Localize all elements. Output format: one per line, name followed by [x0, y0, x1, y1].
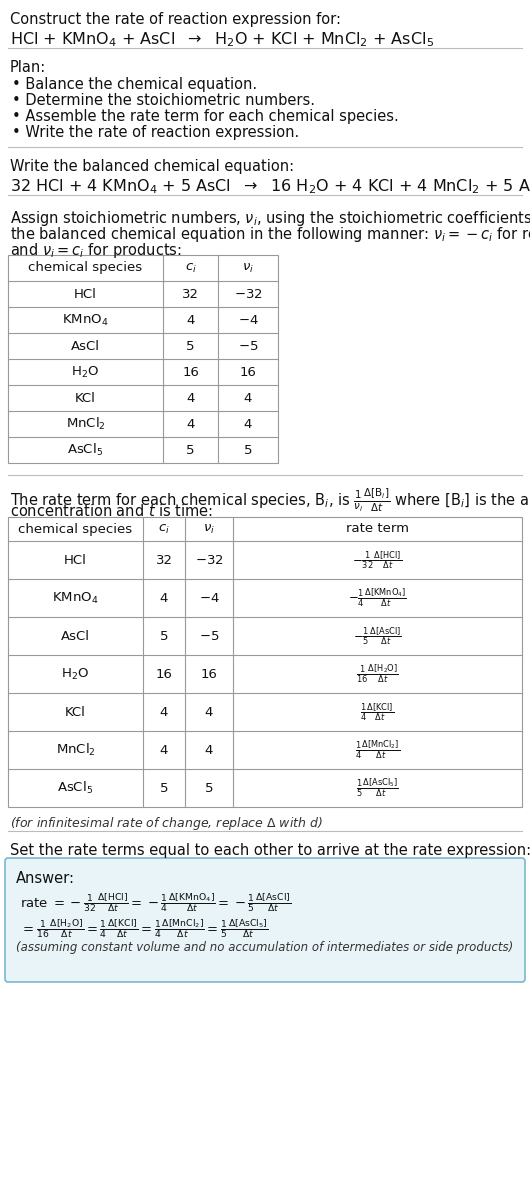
Text: $-5$: $-5$	[238, 339, 258, 352]
Text: AsCl: AsCl	[61, 630, 90, 643]
Text: Write the balanced chemical equation:: Write the balanced chemical equation:	[10, 159, 294, 174]
Text: HCl: HCl	[64, 553, 87, 566]
Text: • Balance the chemical equation.: • Balance the chemical equation.	[12, 77, 257, 93]
Text: rate term: rate term	[346, 523, 409, 536]
Text: KMnO$_4$: KMnO$_4$	[63, 313, 109, 328]
Text: $\frac{1}{4}\frac{\Delta[{\rm MnCl_2}]}{\Delta t}$: $\frac{1}{4}\frac{\Delta[{\rm MnCl_2}]}{…	[355, 739, 400, 761]
Text: the balanced chemical equation in the following manner: $\nu_i = -c_i$ for react: the balanced chemical equation in the fo…	[10, 225, 530, 244]
Text: KCl: KCl	[75, 392, 96, 405]
Text: $-\frac{1}{5}\frac{\Delta[{\rm AsCl}]}{\Delta t}$: $-\frac{1}{5}\frac{\Delta[{\rm AsCl}]}{\…	[353, 625, 402, 647]
Text: Answer:: Answer:	[16, 871, 75, 886]
Text: 16: 16	[240, 365, 257, 379]
Text: 4: 4	[160, 706, 168, 719]
Text: $\frac{1}{5}\frac{\Delta[{\rm AsCl_5}]}{\Delta t}$: $\frac{1}{5}\frac{\Delta[{\rm AsCl_5}]}{…	[356, 776, 399, 799]
Text: 4: 4	[205, 706, 213, 719]
Text: concentration and $t$ is time:: concentration and $t$ is time:	[10, 502, 213, 519]
Text: AsCl$_5$: AsCl$_5$	[67, 442, 103, 458]
Text: 4: 4	[205, 744, 213, 756]
Text: KCl: KCl	[65, 706, 86, 719]
Text: Assign stoichiometric numbers, $\nu_i$, using the stoichiometric coefficients, $: Assign stoichiometric numbers, $\nu_i$, …	[10, 209, 530, 228]
Text: $-32$: $-32$	[234, 287, 262, 300]
Text: and $\nu_i = c_i$ for products:: and $\nu_i = c_i$ for products:	[10, 240, 182, 260]
Text: 4: 4	[160, 591, 168, 605]
Text: $\nu_i$: $\nu_i$	[203, 523, 215, 536]
Text: Construct the rate of reaction expression for:: Construct the rate of reaction expressio…	[10, 12, 341, 26]
Text: $-\frac{1}{32}\frac{\Delta[{\rm HCl}]}{\Delta t}$: $-\frac{1}{32}\frac{\Delta[{\rm HCl}]}{\…	[352, 549, 402, 571]
Text: $-4$: $-4$	[199, 591, 219, 605]
Text: 32: 32	[155, 553, 172, 566]
Text: $-\frac{1}{4}\frac{\Delta[{\rm KMnO_4}]}{\Delta t}$: $-\frac{1}{4}\frac{\Delta[{\rm KMnO_4}]}…	[348, 587, 407, 609]
Text: 16: 16	[182, 365, 199, 379]
Text: • Determine the stoichiometric numbers.: • Determine the stoichiometric numbers.	[12, 93, 315, 108]
Text: AsCl$_5$: AsCl$_5$	[57, 780, 93, 796]
Text: chemical species: chemical species	[29, 262, 143, 274]
Text: • Assemble the rate term for each chemical species.: • Assemble the rate term for each chemic…	[12, 109, 399, 124]
Text: The rate term for each chemical species, B$_i$, is $\frac{1}{\nu_i}\frac{\Delta[: The rate term for each chemical species,…	[10, 487, 530, 514]
Text: $c_i$: $c_i$	[184, 262, 197, 274]
Text: 4: 4	[187, 392, 195, 405]
Text: 5: 5	[186, 339, 195, 352]
Text: $\frac{1}{4}\frac{\Delta[{\rm KCl}]}{\Delta t}$: $\frac{1}{4}\frac{\Delta[{\rm KCl}]}{\De…	[360, 701, 395, 722]
Text: 5: 5	[160, 781, 168, 795]
Text: $-5$: $-5$	[199, 630, 219, 643]
Text: 4: 4	[244, 417, 252, 430]
FancyBboxPatch shape	[5, 858, 525, 982]
Text: 5: 5	[244, 444, 252, 457]
Text: 4: 4	[244, 392, 252, 405]
Bar	[8, 255, 278, 463]
Text: MnCl$_2$: MnCl$_2$	[56, 742, 95, 758]
Text: Set the rate terms equal to each other to arrive at the rate expression:: Set the rate terms equal to each other t…	[10, 843, 530, 858]
Text: MnCl$_2$: MnCl$_2$	[66, 416, 105, 432]
Text: • Write the rate of reaction expression.: • Write the rate of reaction expression.	[12, 125, 299, 139]
Text: 32 HCl + 4 KMnO$_4$ + 5 AsCl  $\rightarrow$  16 H$_2$O + 4 KCl + 4 MnCl$_2$ + 5 : 32 HCl + 4 KMnO$_4$ + 5 AsCl $\rightarro…	[10, 177, 530, 196]
Text: 4: 4	[160, 744, 168, 756]
Text: HCl: HCl	[74, 287, 97, 300]
Text: chemical species: chemical species	[19, 523, 132, 536]
Text: (assuming constant volume and no accumulation of intermediates or side products): (assuming constant volume and no accumul…	[16, 941, 513, 954]
Text: 16: 16	[200, 667, 217, 680]
Text: $-4$: $-4$	[237, 314, 258, 327]
Text: 32: 32	[182, 287, 199, 300]
Text: 16: 16	[156, 667, 172, 680]
Text: 4: 4	[187, 314, 195, 327]
Text: H$_2$O: H$_2$O	[61, 666, 90, 682]
Text: $-32$: $-32$	[195, 553, 223, 566]
Text: 4: 4	[187, 417, 195, 430]
Text: 5: 5	[205, 781, 213, 795]
Text: $= \frac{1}{16}\frac{\Delta[{\rm H_2O}]}{\Delta t} = \frac{1}{4}\frac{\Delta[{\r: $= \frac{1}{16}\frac{\Delta[{\rm H_2O}]}…	[20, 917, 268, 940]
Text: 5: 5	[186, 444, 195, 457]
Text: AsCl: AsCl	[71, 339, 100, 352]
Text: H$_2$O: H$_2$O	[72, 364, 100, 380]
Text: 5: 5	[160, 630, 168, 643]
Text: rate $= -\frac{1}{32}\frac{\Delta[{\rm HCl}]}{\Delta t} = -\frac{1}{4}\frac{\Del: rate $= -\frac{1}{32}\frac{\Delta[{\rm H…	[20, 891, 292, 914]
Text: Plan:: Plan:	[10, 60, 46, 75]
Bar	[8, 517, 522, 807]
Text: $c_i$: $c_i$	[158, 523, 170, 536]
Text: $\frac{1}{16}\frac{\Delta[{\rm H_2O}]}{\Delta t}$: $\frac{1}{16}\frac{\Delta[{\rm H_2O}]}{\…	[356, 662, 399, 685]
Text: HCl + KMnO$_4$ + AsCl  $\rightarrow$  H$_2$O + KCl + MnCl$_2$ + AsCl$_5$: HCl + KMnO$_4$ + AsCl $\rightarrow$ H$_2…	[10, 30, 434, 49]
Text: KMnO$_4$: KMnO$_4$	[52, 590, 99, 606]
Text: $\nu_i$: $\nu_i$	[242, 262, 254, 274]
Text: (for infinitesimal rate of change, replace $\Delta$ with $d$): (for infinitesimal rate of change, repla…	[10, 815, 323, 832]
